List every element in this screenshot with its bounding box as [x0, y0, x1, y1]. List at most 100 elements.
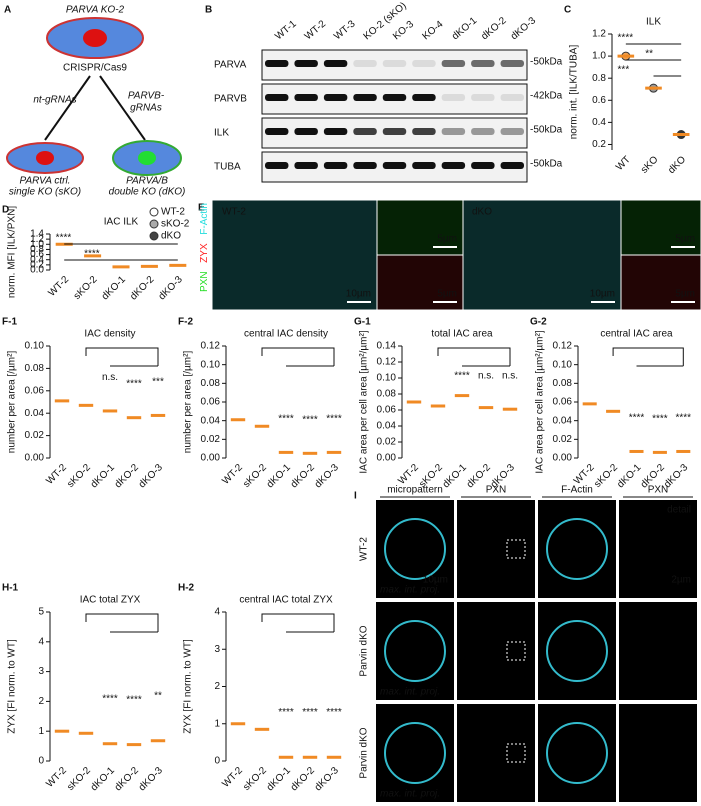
size-marker: -42kDa: [530, 91, 563, 102]
plot-title: central IAC total ZYX: [239, 595, 333, 606]
band: [471, 128, 495, 135]
x-tick-label: sKO-2: [241, 462, 269, 490]
y-tick-label: 0.04: [553, 415, 573, 426]
bracket: [85, 613, 159, 633]
micrograph: [538, 500, 616, 598]
band: [294, 128, 318, 135]
y-axis-label: ZYX [FI norm. to WT]: [183, 639, 194, 734]
band: [412, 94, 436, 101]
y-tick-label: 0.8: [592, 73, 606, 84]
y-tick-label: 4: [38, 636, 44, 647]
lane-label: KO-4: [420, 19, 445, 43]
column-header: PXN: [486, 485, 507, 496]
lane-label: dKO-2: [479, 15, 509, 42]
lane-label: WT-2: [303, 18, 329, 42]
y-tick-label: 0.00: [377, 453, 397, 464]
x-tick-label: sKO: [639, 154, 661, 176]
x-tick-label: dKO-1: [89, 765, 118, 794]
micrograph: [211, 199, 378, 311]
cell-outline: [546, 620, 608, 682]
x-tick-label: dKO-2: [289, 765, 318, 794]
y-tick-label: 0.04: [201, 415, 221, 426]
row-label: WT-2: [359, 537, 370, 561]
y-tick-label: 1: [214, 718, 220, 729]
plot-title: ILK: [646, 17, 661, 28]
panel-label: D: [2, 205, 9, 216]
band: [265, 128, 289, 135]
cell-label: PARVA ctrl.: [20, 176, 71, 187]
x-tick-label: sKO-2: [72, 274, 100, 302]
significance: ****: [326, 413, 342, 424]
arrow: [44, 75, 91, 141]
panel-label: H-1: [2, 583, 19, 594]
y-tick-label: 0.04: [377, 421, 397, 432]
y-tick-label: 0.12: [553, 341, 573, 352]
y-tick-label: 1.2: [30, 234, 44, 245]
significance: ****: [126, 695, 142, 706]
x-tick-label: dKO-3: [313, 462, 342, 491]
significance: ****: [84, 249, 100, 260]
micrograph: [376, 500, 454, 598]
scale-bar-label: 2µm: [671, 575, 691, 586]
stain-part: +: [199, 235, 210, 244]
micrograph: [457, 500, 535, 598]
x-tick-label: sKO-2: [241, 765, 269, 793]
lane-label: KO-3: [391, 19, 416, 43]
micrograph: [376, 602, 454, 700]
x-tick-label: dKO-3: [137, 765, 166, 794]
significance: ****: [454, 371, 470, 382]
x-tick-label: WT: [614, 154, 633, 173]
stain-label: PXN+ ZYX+ F-Actin: [199, 203, 210, 292]
y-tick-label: 1.2: [592, 29, 606, 40]
band: [294, 162, 318, 169]
image-title: dKO: [472, 207, 492, 218]
lane-label: dKO-1: [450, 15, 480, 42]
band: [441, 94, 466, 101]
band: [441, 162, 466, 169]
y-tick-label: 0.06: [201, 397, 221, 408]
y-tick-label: 2: [38, 696, 44, 707]
lane-label: WT-1: [273, 18, 299, 42]
projection-label: max. int. proj.: [380, 585, 440, 596]
scale-bar-label: 5µm: [437, 234, 457, 245]
column-header: F-Actin: [561, 485, 593, 496]
plot-title: central IAC area: [600, 329, 673, 340]
band: [412, 128, 436, 135]
stain-part: ZYX: [199, 243, 210, 263]
micrograph: [457, 602, 535, 700]
plot-title: central IAC density: [244, 329, 328, 340]
band: [471, 162, 495, 169]
significance: ****: [278, 707, 294, 718]
band: [471, 60, 495, 67]
y-tick-label: 0.4: [592, 117, 606, 128]
y-tick-label: 0.02: [25, 430, 45, 441]
panel-label: F-2: [178, 317, 193, 328]
y-axis-label: ZYX [FI norm. to WT]: [7, 639, 18, 734]
x-tick-label: dKO-2: [128, 274, 157, 303]
band: [353, 94, 377, 101]
micrograph: [457, 704, 535, 802]
significance: ****: [629, 413, 645, 424]
y-tick-label: 0.04: [25, 408, 45, 419]
significance: n.s.: [478, 371, 494, 382]
blot-name: TUBA: [214, 162, 241, 173]
y-tick-label: 0.4: [30, 254, 44, 265]
cell-label: PARVA/B: [126, 176, 168, 187]
arrow-label: PARVB-: [128, 91, 165, 102]
panel-label: G-1: [354, 317, 371, 328]
bracket: [85, 347, 159, 367]
y-tick-label: 2: [214, 681, 220, 692]
band: [294, 60, 318, 67]
y-tick-label: 0.02: [553, 434, 573, 445]
legend-label: dKO: [161, 231, 181, 242]
cell-line: PARVA KO-2: [66, 5, 125, 16]
y-tick-label: 0.06: [25, 385, 45, 396]
stain-part: +: [199, 263, 210, 272]
cell-outline: [384, 722, 446, 784]
panel-label: C: [564, 5, 571, 16]
nucleus-icon: [138, 151, 156, 165]
y-tick-label: 0.10: [553, 359, 573, 370]
x-tick-label: dKO-1: [441, 462, 470, 491]
size-marker: -50kDa: [530, 125, 563, 136]
